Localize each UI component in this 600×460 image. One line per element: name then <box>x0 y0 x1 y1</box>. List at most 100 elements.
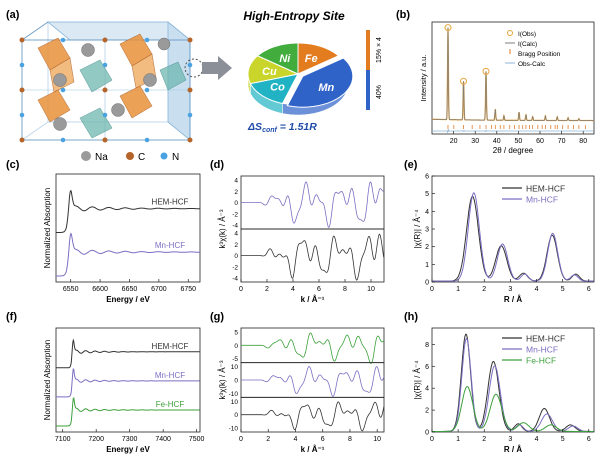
k-y-tick-label: -10 <box>229 391 239 398</box>
x-tick-label: 5 <box>561 436 565 443</box>
xanes-label-fe-hcf: Fe-HCF <box>156 400 185 409</box>
x-tick-label: 1 <box>456 436 460 443</box>
c-label: C <box>138 152 145 163</box>
x-tick-label: 6550 <box>63 286 79 293</box>
x-tick-label: 6 <box>587 286 591 293</box>
legend-label-mn-hcf: Mn-HCF <box>526 195 558 205</box>
k-y-tick-label: 0 <box>234 200 238 207</box>
panel-label-c: (c) <box>6 159 20 171</box>
h-frame <box>431 327 595 433</box>
x-tick-label: 7100 <box>55 436 71 443</box>
xrd-calc-line <box>431 27 594 121</box>
xanes-label-hem-hcf: HEM-HCF <box>152 342 189 351</box>
x-tick-label: 10 <box>367 286 375 293</box>
high-entropy-pie <box>247 42 354 116</box>
k-y-tick-label: -2 <box>232 211 238 218</box>
y-tick-label: 4 <box>425 386 429 393</box>
r-line-fe-hcf <box>432 386 594 432</box>
x-axis-label: R / Å <box>504 445 522 454</box>
x-tick-label: 6750 <box>180 286 196 293</box>
k-y-tick-label: 10 <box>231 399 239 406</box>
k-line-mn-hcf <box>241 181 384 228</box>
k-y-tick-label: 0 <box>234 412 238 419</box>
k-y-tick-label: 10 <box>231 364 239 371</box>
crystal-structure-illustration <box>19 21 193 143</box>
xanes-chart-mn: Mn-HCF HEM-HCF 6550 6600 6650 6700 6750 Energy … <box>43 173 201 304</box>
x-tick-label: 7300 <box>122 436 138 443</box>
n-atom-icon <box>160 152 168 160</box>
xrd-obs-line <box>431 27 594 122</box>
pie-label-mn: Mn <box>318 82 334 94</box>
xanes-line-mn-hcf <box>56 367 200 398</box>
x-axis-label: k / Å⁻¹ <box>301 445 325 454</box>
x-axis-label: R / Å <box>504 295 522 304</box>
x-tick-label: 3 <box>508 436 512 443</box>
x-tick-label: 2 <box>482 436 486 443</box>
k-y-tick-label: 0 <box>234 253 238 260</box>
x-tick-label: 0 <box>430 286 434 293</box>
x-tick-label: 0 <box>239 436 243 443</box>
xrd-frame <box>431 21 595 135</box>
legend-obs-marker <box>507 30 513 36</box>
y-axis-label: |χ(R)| / Å⁻⁴ <box>413 360 422 400</box>
k-y-tick-label: -4 <box>232 223 238 230</box>
pie-slice-cu <box>247 55 300 85</box>
y-tick-label: 1 <box>425 262 429 269</box>
x-tick-label: 2 <box>482 286 486 293</box>
x-tick-label: 7500 <box>189 436 205 443</box>
r-line-mn-hcf <box>432 337 594 432</box>
xrd-diff-line <box>432 128 594 134</box>
xrd-legend-label: I(Obs) <box>518 31 536 38</box>
panel-label-e: (e) <box>404 159 418 171</box>
y-tick-label: 3 <box>425 227 429 234</box>
xrd-legend-label: Obs-Calc <box>518 61 546 68</box>
panel-label-b: (b) <box>396 9 410 21</box>
bar-segment-orange <box>366 30 370 70</box>
x-tick-label: 5 <box>561 286 565 293</box>
panel-label-d: (d) <box>210 159 224 171</box>
c-frame <box>55 173 201 283</box>
na-atom-icon <box>81 151 91 161</box>
pie-label-ni: Ni <box>279 53 291 65</box>
k-line-fe-hcf <box>241 332 385 364</box>
x-tick-label: 6 <box>321 436 325 443</box>
x-tick-label: 10 <box>373 436 381 443</box>
y-axis-label: |χ(R)| / Å⁻⁴ <box>413 209 422 249</box>
xanes-label-hem-hcf: HEM-HCF <box>152 197 189 206</box>
k-y-tick-label: 5 <box>234 330 238 337</box>
x-tick-label: 6 <box>587 436 591 443</box>
xrd-chart: 20 30 40 50 60 70 80 2θ / degree Intensity / a.u… <box>419 21 595 155</box>
xanes-label-mn-hcf: Mn-HCF <box>155 371 185 380</box>
k-y-tick-label: 2 <box>234 189 238 196</box>
bar-segment-blue <box>366 70 370 110</box>
xrd-tick-label: 70 <box>558 138 566 145</box>
r-line-mn-hcf <box>432 192 594 282</box>
x-tick-label: 6600 <box>92 286 108 293</box>
exafs-r-chart-mn: 0 1 2 3 4 5 6 0 1 2 3 4 5 6 R / Å |χ(R)| / Å⁻⁴ HEM-HCFMn… <box>413 174 595 304</box>
y-tick-label: 0 <box>425 430 429 437</box>
y-axis-label: k³χ(k) / Å⁻³ <box>218 209 227 248</box>
pie-label-cu: Cu <box>262 66 277 78</box>
legend-label-fe-hcf: Fe-HCF <box>526 356 556 366</box>
k-y-tick-label: -10 <box>229 426 239 433</box>
entropy-label: ΔSconf = 1.51R <box>247 121 317 134</box>
y-axis-label: Normalized Absorption <box>43 340 52 420</box>
x-tick-label: 2 <box>265 286 269 293</box>
site-title: High-Entropy Site <box>243 9 345 23</box>
x-tick-label: 4 <box>535 286 539 293</box>
xanes-line-fe-hcf <box>56 397 200 427</box>
xrd-legend-label: Bragg Position <box>518 51 561 58</box>
xrd-tick-label: 30 <box>471 138 479 145</box>
y-tick-label: 2 <box>425 408 429 415</box>
pie-label-co: Co <box>270 82 285 94</box>
x-tick-label: 7200 <box>88 436 104 443</box>
x-tick-label: 6 <box>317 286 321 293</box>
k-y-tick-label: 4 <box>234 178 238 185</box>
y-tick-label: 6 <box>425 174 429 181</box>
x-tick-label: 8 <box>343 286 347 293</box>
x-tick-label: 4 <box>294 436 298 443</box>
k-line-hem-hcf <box>241 401 385 432</box>
xrd-obs-marker <box>460 77 468 85</box>
